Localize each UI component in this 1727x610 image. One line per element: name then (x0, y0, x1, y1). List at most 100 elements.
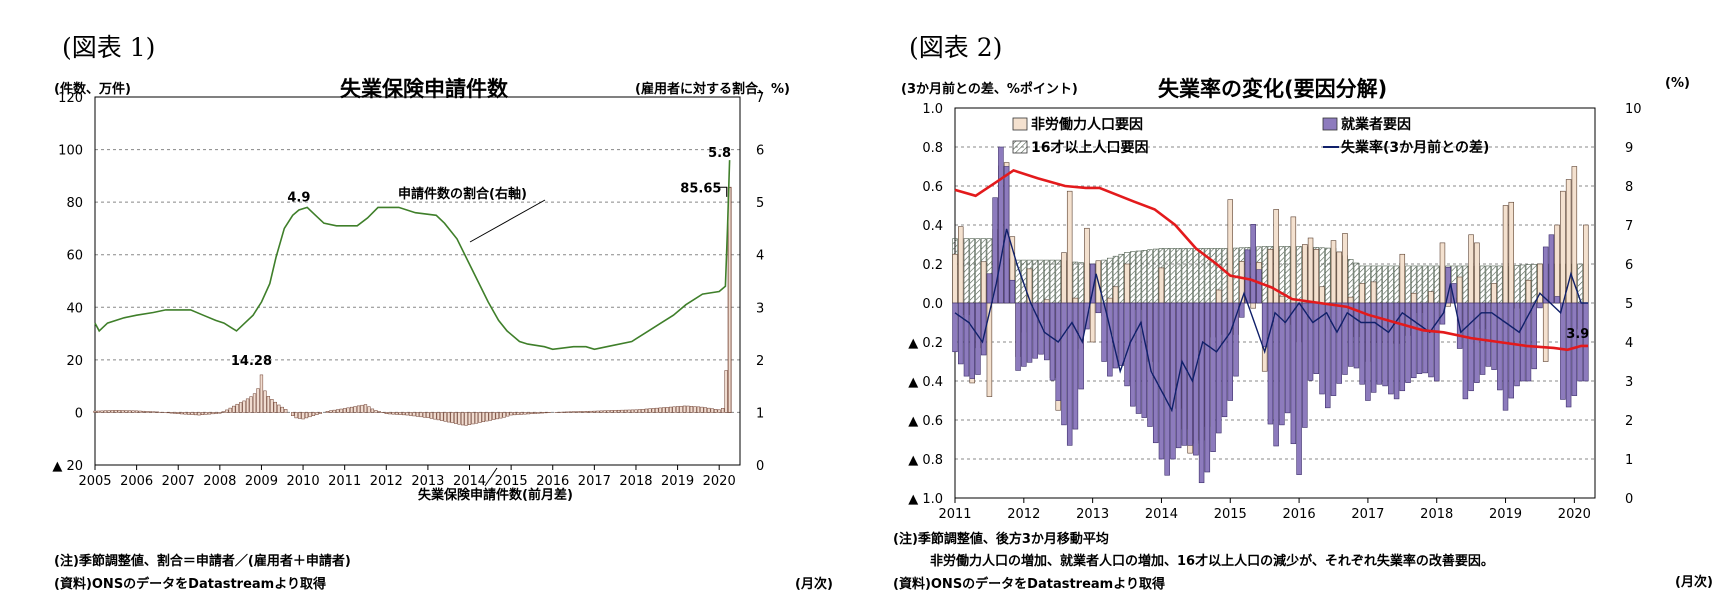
bar (969, 302, 975, 379)
bar (1193, 302, 1199, 456)
bar (506, 412, 510, 417)
bar (107, 410, 111, 413)
bar (1313, 302, 1320, 374)
bar (1365, 265, 1371, 304)
bar (710, 408, 714, 413)
bar (1433, 265, 1440, 304)
bar (578, 411, 583, 413)
bar (1307, 302, 1314, 381)
bar (141, 410, 146, 413)
y-tick-label-right: 3 (756, 301, 764, 316)
x-tick-label: 2006 (120, 474, 153, 489)
bar (1032, 259, 1039, 304)
bar (1468, 302, 1474, 392)
bar (1342, 302, 1348, 375)
bar (464, 412, 468, 426)
bar (346, 407, 350, 413)
bar (485, 412, 489, 422)
bar (957, 226, 964, 304)
bar (1502, 205, 1509, 304)
bar (1095, 302, 1102, 314)
bar (134, 410, 139, 413)
leader-line (717, 186, 728, 197)
bar (1164, 248, 1170, 304)
bar (1250, 302, 1256, 309)
y-tick-label-left: 0.0 (922, 297, 943, 312)
bar (252, 393, 257, 413)
bar (377, 411, 381, 413)
bar (568, 411, 572, 413)
bar (1456, 276, 1463, 304)
leader-line (484, 467, 498, 487)
leader-line (469, 199, 546, 243)
x-tick-label: 2020 (703, 474, 736, 489)
bar (634, 409, 638, 413)
bar (1416, 302, 1423, 374)
y-tick-label-right: 0 (756, 459, 764, 474)
bar (1239, 302, 1245, 318)
bar (1583, 302, 1589, 382)
bar (721, 408, 725, 413)
y-tick-label-right: 7 (1625, 219, 1633, 234)
left-axis-unit: (件数、万件) (54, 82, 131, 97)
bar (665, 407, 669, 413)
bar (1273, 302, 1279, 447)
bar (332, 409, 336, 413)
bar (1474, 302, 1480, 383)
bar (1422, 265, 1428, 304)
bar (1061, 302, 1067, 426)
bar (1565, 302, 1572, 408)
bar (1175, 248, 1182, 304)
data-label: 5.8 (708, 146, 731, 161)
bar (610, 410, 614, 413)
bar (1066, 190, 1073, 304)
bar (1015, 302, 1021, 371)
y-tick-label-left: ▲ 0.8 (908, 453, 943, 468)
bar (1433, 302, 1440, 382)
bar (228, 407, 232, 413)
bar (717, 409, 721, 413)
y-tick-label-right: 1 (756, 406, 764, 421)
bar (523, 412, 527, 415)
bar (1141, 250, 1147, 304)
y-tick-label-left: 0.4 (922, 219, 943, 234)
bar (207, 412, 212, 415)
bar (1560, 302, 1566, 400)
bar (412, 412, 416, 417)
bar (1279, 302, 1285, 426)
bar (1107, 297, 1113, 304)
bar (183, 412, 187, 415)
bar (1290, 216, 1297, 304)
bar (1026, 302, 1033, 363)
bar (1302, 244, 1308, 304)
bar (1124, 263, 1130, 304)
bar (273, 401, 277, 413)
bar (1347, 259, 1354, 304)
bar (1003, 166, 1010, 304)
bar (103, 410, 108, 413)
bar (1187, 248, 1193, 304)
x-tick-label: 2008 (203, 474, 236, 489)
legend-swatch (1322, 117, 1338, 131)
line-series (954, 228, 1589, 413)
bar (1072, 302, 1079, 430)
bar (1049, 302, 1056, 381)
bar (426, 412, 430, 418)
legend-label: 就業者要因 (1341, 116, 1411, 133)
x-tick-label: 2005 (78, 474, 111, 489)
bar (1353, 302, 1360, 369)
bar (648, 408, 652, 413)
bar (655, 407, 659, 413)
x-tick-label: 2014 (1145, 507, 1178, 522)
bar (343, 408, 347, 413)
bar (460, 412, 465, 426)
bar (1411, 292, 1417, 304)
y-tick-label-left: 100 (58, 144, 83, 159)
bar (294, 412, 298, 419)
bar (1055, 302, 1061, 401)
bar (1416, 265, 1423, 304)
bar (1405, 302, 1411, 383)
bar (1170, 248, 1176, 304)
y-tick-label-left: ▲ 0.6 (908, 414, 943, 429)
bar (325, 411, 329, 413)
